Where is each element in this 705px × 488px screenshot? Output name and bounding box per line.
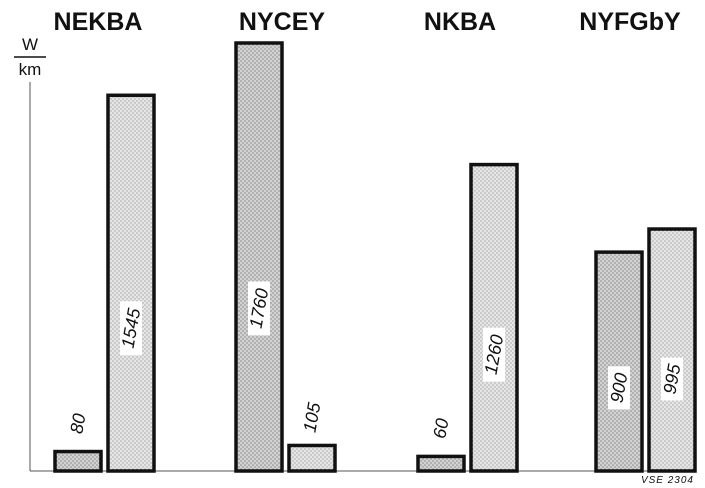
category-title-nkba: NKBA: [424, 8, 496, 36]
bar-nycey-2: [287, 443, 337, 473]
y-axis-unit-denominator: km: [19, 60, 42, 79]
value-label-box-nkba-2: [483, 327, 505, 382]
bar-nkba-1: [416, 454, 466, 473]
bar-nekba-2: [106, 93, 156, 473]
category-title-nycey: NYCEY: [239, 8, 325, 36]
bar-nycey-1: [234, 41, 284, 473]
bar-nekba-1: [53, 449, 103, 473]
bar-nyfgby-2: [647, 227, 697, 473]
bar-nkba-2: [469, 162, 519, 473]
value-label-box-nekba-2: [120, 301, 142, 356]
value-label-box-nyfgby-1: [608, 366, 630, 410]
figure-reference: VSE 2304: [641, 475, 694, 486]
value-label-box-nycey-1: [248, 281, 270, 336]
value-label-nekba-1: 80: [66, 412, 89, 435]
category-title-nyfgby: NYFGbY: [579, 8, 681, 36]
value-label-box-nyfgby-2: [661, 357, 683, 401]
bar-nyfgby-1: [594, 250, 644, 473]
value-label-nkba-1: 60: [429, 417, 452, 440]
y-axis-unit-numerator: W: [22, 35, 38, 54]
value-label-nycey-2: 105: [300, 400, 325, 434]
category-title-nekba: NEKBA: [54, 8, 143, 36]
